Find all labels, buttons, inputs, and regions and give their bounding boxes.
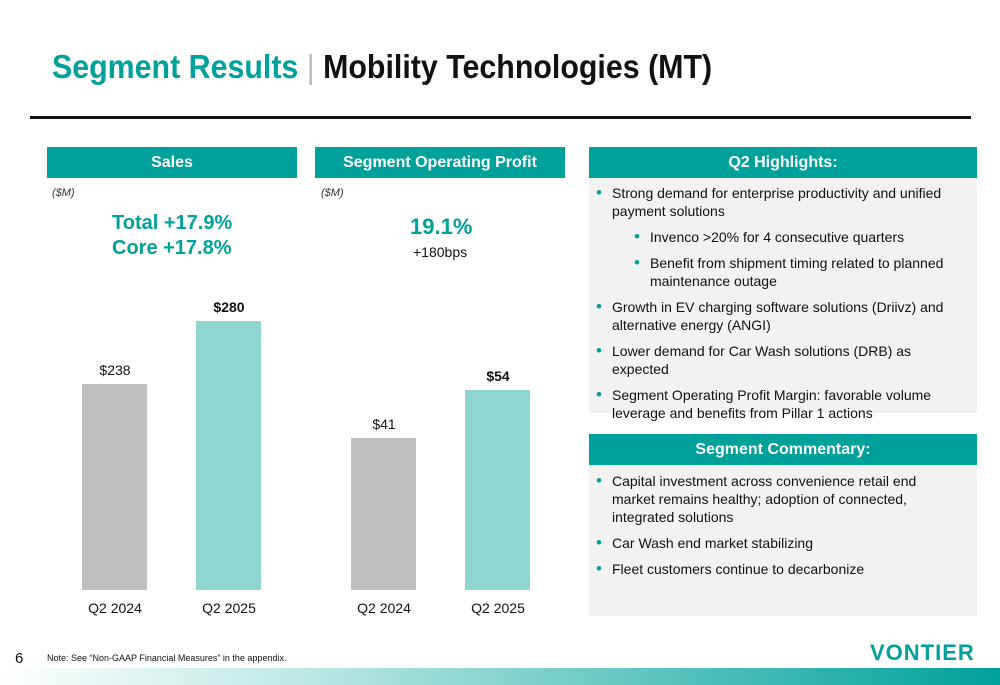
profit-value-label: $41 [372,416,396,433]
sales-total-growth: Total +17.9% [112,212,233,234]
vontier-logo: VONTIER [870,640,975,665]
profit-value-label: $54 [486,368,510,385]
sales-category-label: Q2 2024 [88,600,142,616]
sales-bar-q2-2025 [196,321,261,590]
profit-bar-q2-2025 [465,390,530,590]
sales-category-label: Q2 2025 [202,600,256,616]
highlights-header: Q2 Highlights: [589,147,977,178]
page-number: 6 [15,650,24,667]
highlights-list: Strong demand for enterprise productivit… [590,184,970,430]
list-item: Benefit from shipment timing related to … [590,254,970,290]
sales-value-label: $238 [99,362,131,379]
profit-bar-q2-2024 [351,438,416,590]
list-item: Invenco >20% for 4 consecutive quarters [590,228,970,246]
sales-unit: ($M) [52,187,75,199]
list-item: Capital investment across convenience re… [590,472,950,526]
list-item: Car Wash end market stabilizing [590,534,950,552]
list-item: Lower demand for Car Wash solutions (DRB… [590,342,970,378]
sales-header: Sales [47,147,297,178]
profit-unit: ($M) [321,187,344,199]
title-rule [30,116,971,119]
title-separator: | [306,48,315,85]
list-item: Segment Operating Profit Margin: favorab… [590,386,970,422]
commentary-list: Capital investment across convenience re… [590,472,950,586]
sales-value-label: $280 [213,299,245,316]
list-item: Fleet customers continue to decarbonize [590,560,950,578]
profit-category-label: Q2 2025 [471,600,525,616]
title-section: Segment Results [52,48,299,85]
profit-category-label: Q2 2024 [357,600,411,616]
list-item: Growth in EV charging software solutions… [590,298,970,334]
sales-bar-q2-2024 [82,384,147,590]
footer-gradient-bar [0,668,1000,685]
commentary-header: Segment Commentary: [589,434,977,465]
profit-header: Segment Operating Profit [315,147,565,178]
list-item: Strong demand for enterprise productivit… [590,184,970,220]
sales-core-growth: Core +17.8% [112,237,232,259]
footnote: Note: See “Non-GAAP Financial Measures” … [47,653,287,663]
profit-margin: 19.1% [410,214,473,239]
profit-margin-change: +180bps [413,244,468,260]
title-segment: Mobility Technologies (MT) [323,48,713,85]
page-title: Segment Results | Mobility Technologies … [52,48,712,86]
